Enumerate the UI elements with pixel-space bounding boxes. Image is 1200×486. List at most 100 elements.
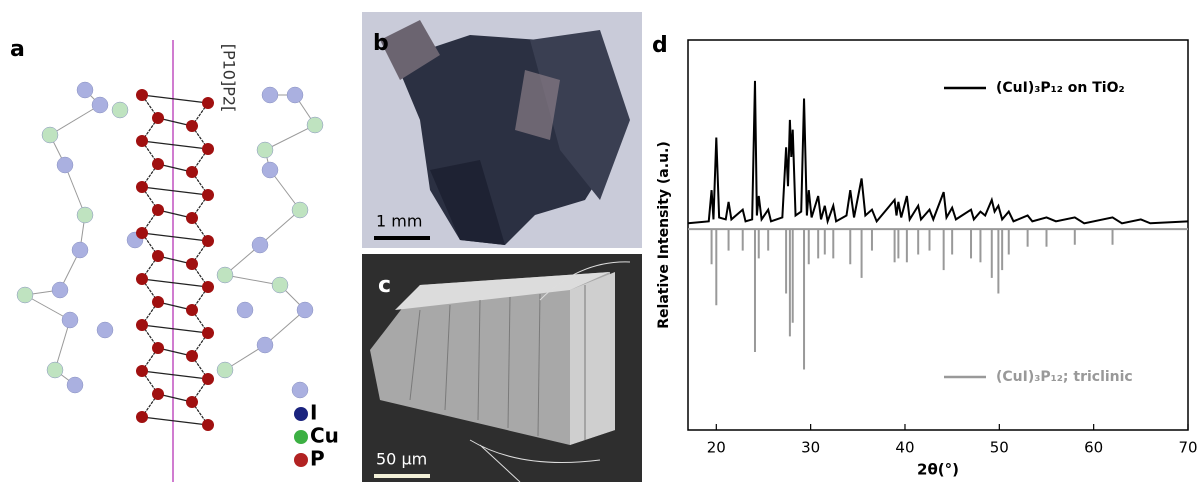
scale-text: 1 mm <box>376 212 422 231</box>
atom <box>296 301 314 319</box>
bond <box>141 94 209 104</box>
atom <box>186 350 198 362</box>
panel-label: a <box>10 37 25 62</box>
bond <box>141 232 209 242</box>
chain-label: [P10]P2[ <box>220 44 239 113</box>
atom <box>202 281 214 293</box>
atom <box>76 81 94 99</box>
atom <box>286 86 304 104</box>
panel-label: c <box>378 273 391 298</box>
atom <box>51 281 69 299</box>
atom <box>136 411 148 423</box>
atom <box>61 311 79 329</box>
atom <box>136 365 148 377</box>
atom <box>46 361 64 379</box>
atom <box>136 273 148 285</box>
atom <box>111 101 129 119</box>
atom <box>186 396 198 408</box>
bond <box>141 416 209 426</box>
atom <box>216 266 234 284</box>
atom <box>16 286 34 304</box>
atom <box>202 327 214 339</box>
bond <box>264 124 316 151</box>
bond <box>49 104 101 136</box>
bond <box>141 324 209 334</box>
x-tick-label: 30 <box>801 439 820 457</box>
legend-text: (CuI)₃P₁₂; triclinic <box>996 369 1133 385</box>
atom <box>136 181 148 193</box>
bond <box>54 319 71 371</box>
panel-label: d <box>652 33 668 58</box>
x-tick-label: 20 <box>707 439 726 457</box>
atom <box>186 304 198 316</box>
bond <box>259 209 301 246</box>
bond <box>141 186 209 196</box>
atom <box>56 156 74 174</box>
atom <box>186 212 198 224</box>
atom <box>152 158 164 170</box>
legend-text: P <box>310 447 325 471</box>
atom <box>136 227 148 239</box>
atom <box>291 381 309 399</box>
atom <box>152 296 164 308</box>
bond <box>224 274 281 286</box>
atom <box>202 143 214 155</box>
bond <box>24 294 71 321</box>
atom <box>202 373 214 385</box>
atom <box>152 250 164 262</box>
panel-a <box>16 40 324 482</box>
plot-frame <box>687 39 1189 431</box>
legend-dot <box>294 407 308 421</box>
atom <box>152 388 164 400</box>
bond <box>264 309 306 346</box>
atom <box>152 204 164 216</box>
scale-bar <box>374 474 430 478</box>
atom <box>202 235 214 247</box>
atom <box>136 135 148 147</box>
bond <box>141 278 209 288</box>
scale-text: 50 µm <box>376 450 427 469</box>
atom <box>71 241 89 259</box>
x-tick-label: 50 <box>990 439 1009 457</box>
atom <box>186 120 198 132</box>
atom <box>202 419 214 431</box>
atom <box>186 258 198 270</box>
legend-text: I <box>310 401 317 425</box>
bond <box>269 169 301 211</box>
legend-dot <box>294 453 308 467</box>
atom <box>152 342 164 354</box>
photo <box>362 12 642 248</box>
bond <box>64 164 86 216</box>
atom <box>256 141 274 159</box>
atom <box>186 166 198 178</box>
y-axis-label: Relative Intensity (a.u.) <box>656 141 672 329</box>
atom <box>202 189 214 201</box>
scale-bar <box>374 236 430 240</box>
panel-label: b <box>373 31 389 56</box>
atom <box>261 161 279 179</box>
pattern-line <box>687 80 1189 226</box>
atom <box>261 86 279 104</box>
x-axis-label: 2θ(°) <box>917 461 959 479</box>
atom <box>236 301 254 319</box>
x-tick-label: 60 <box>1084 439 1103 457</box>
atom <box>152 112 164 124</box>
legend-dot <box>294 430 308 444</box>
atom <box>306 116 324 134</box>
legend-text: Cu <box>310 424 339 448</box>
atom <box>251 236 269 254</box>
legend-text: (CuI)₃P₁₂ on TiO₂ <box>996 80 1125 96</box>
atom <box>271 276 289 294</box>
x-tick-label: 40 <box>895 439 914 457</box>
atom <box>256 336 274 354</box>
atom <box>91 96 109 114</box>
atom <box>96 321 114 339</box>
x-tick-label: 70 <box>1178 439 1197 457</box>
atom <box>216 361 234 379</box>
atom <box>76 206 94 224</box>
atom <box>66 376 84 394</box>
atom <box>202 97 214 109</box>
atom <box>41 126 59 144</box>
bond <box>141 370 209 380</box>
